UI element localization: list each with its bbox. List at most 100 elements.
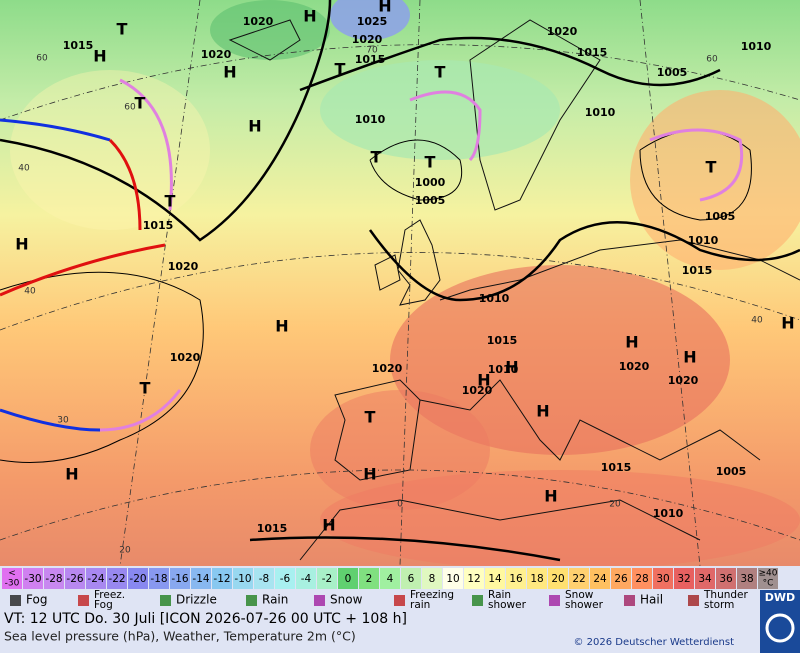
legend-label: Snow: [330, 593, 363, 607]
fronts: [0, 78, 744, 432]
footer-bg: [0, 612, 760, 653]
scale-label: 20: [551, 573, 564, 585]
scale-swatch: [716, 568, 736, 589]
scale-label: -8: [259, 573, 269, 585]
scale-swatch: [107, 568, 127, 589]
pressure-center: H: [223, 63, 236, 82]
scale-label: 16: [509, 573, 523, 585]
pressure-label: 1010: [488, 363, 519, 376]
isotherm-label: 30: [57, 416, 69, 426]
legend-icon: [160, 595, 171, 606]
scale-swatch: [695, 568, 715, 589]
pressure-label: 1005: [415, 194, 446, 207]
pressure-label: 1020: [170, 351, 201, 364]
scale-swatch: [359, 568, 379, 589]
pressure-label: 1010: [585, 106, 616, 119]
pressure-label: 1015: [63, 39, 94, 52]
pressure-center: H: [378, 0, 391, 16]
scale-label: 0: [345, 573, 352, 585]
scale-swatch: [170, 568, 190, 589]
legend-label: Rain: [262, 593, 288, 607]
pressure-label: 1005: [657, 66, 688, 79]
scale-label: -24: [87, 573, 104, 585]
pressure-center: H: [275, 317, 288, 336]
scale-label: ≥40: [759, 569, 778, 579]
pressure-center: H: [248, 117, 261, 136]
pressure-center: H: [477, 371, 490, 390]
pressure-label: 1015: [487, 334, 518, 347]
legend-label: Rain: [488, 589, 511, 601]
isotherm-label: 70: [366, 46, 378, 56]
scale-label: 12: [467, 573, 480, 585]
scale-label: 36: [719, 573, 733, 585]
pressure-center: H: [322, 516, 335, 535]
pressure-label: 1020: [168, 260, 199, 273]
graticule: [0, 0, 800, 567]
legend-label: rain: [410, 599, 430, 611]
pressure-center: H: [15, 235, 28, 254]
legend-bg: [0, 590, 760, 612]
description: Sea level pressure (hPa), Weather, Tempe…: [4, 629, 356, 644]
pressure-center: T: [365, 408, 376, 427]
legend-icon: [688, 595, 699, 606]
pressure-center: T: [140, 379, 151, 398]
isotherm-label: 0: [397, 500, 403, 510]
isotherm-label: 60: [706, 55, 718, 65]
pressure-center: T: [117, 20, 128, 39]
scale-swatch: [737, 568, 757, 589]
legend-label: Drizzle: [176, 593, 217, 607]
scale-label: -6: [280, 573, 291, 585]
pressure-label: 1010: [741, 40, 772, 53]
pressure-label: 1010: [355, 113, 386, 126]
pressure-label: 1005: [705, 210, 736, 223]
scale-swatch: [527, 568, 547, 589]
scale-swatch: [485, 568, 505, 589]
pressure-label: 1020: [462, 384, 493, 397]
scale-swatch: [86, 568, 106, 589]
pressure-center: T: [425, 153, 436, 172]
scale-swatch: [254, 568, 274, 589]
legend-label: Hail: [640, 593, 663, 607]
scale-label: 38: [740, 573, 753, 585]
logo: DWD: [765, 591, 795, 604]
valid-time: VT: 12 UTC Do. 30 Juli [ICON 2026-07-26 …: [4, 611, 407, 627]
pressure-center: T: [435, 63, 446, 82]
scale-label: -30: [5, 579, 20, 589]
scale-swatch: [191, 568, 211, 589]
scale-swatch: [212, 568, 232, 589]
scale-label: -18: [150, 573, 167, 585]
pressure-label: 1015: [577, 46, 608, 59]
scale-swatch: [632, 568, 652, 589]
scale-label: -12: [213, 573, 230, 585]
legend-label: Freezing: [410, 589, 454, 601]
isotherm-label: 20: [609, 500, 621, 510]
scale-swatch: [464, 568, 484, 589]
isotherm-label: 40: [24, 287, 36, 297]
scale-label: 10: [446, 573, 459, 585]
scale-swatch: [653, 568, 673, 589]
map-background: [0, 0, 800, 570]
pressure-center: H: [683, 348, 696, 367]
pressure-label: 1015: [355, 53, 386, 66]
scale-label: 34: [698, 573, 712, 585]
pressure-label: 1020: [243, 15, 274, 28]
legend-icon: [394, 595, 405, 606]
scale-label: 6: [408, 573, 415, 585]
scale-swatch: [422, 568, 442, 589]
legend-label: shower: [565, 599, 604, 611]
pressure-center: H: [536, 402, 549, 421]
scale-label: 26: [614, 573, 628, 585]
legend: Fog Freez.Fog Drizzle Rain Snow FreezingrainR…: [0, 589, 760, 612]
scale-label: 8: [429, 573, 436, 585]
pressure-label: 1020: [372, 362, 403, 375]
isotherm-label: 60: [36, 54, 48, 64]
pressure-label: 1015: [257, 522, 288, 535]
scale-swatch: [758, 568, 778, 589]
legend-icon: [472, 595, 483, 606]
scale-label: <: [8, 569, 16, 579]
pressure-label: 1015: [143, 219, 174, 232]
scale-swatch: [65, 568, 85, 589]
pressure-label: 1020: [201, 48, 232, 61]
pressure-label: 1020: [668, 374, 699, 387]
